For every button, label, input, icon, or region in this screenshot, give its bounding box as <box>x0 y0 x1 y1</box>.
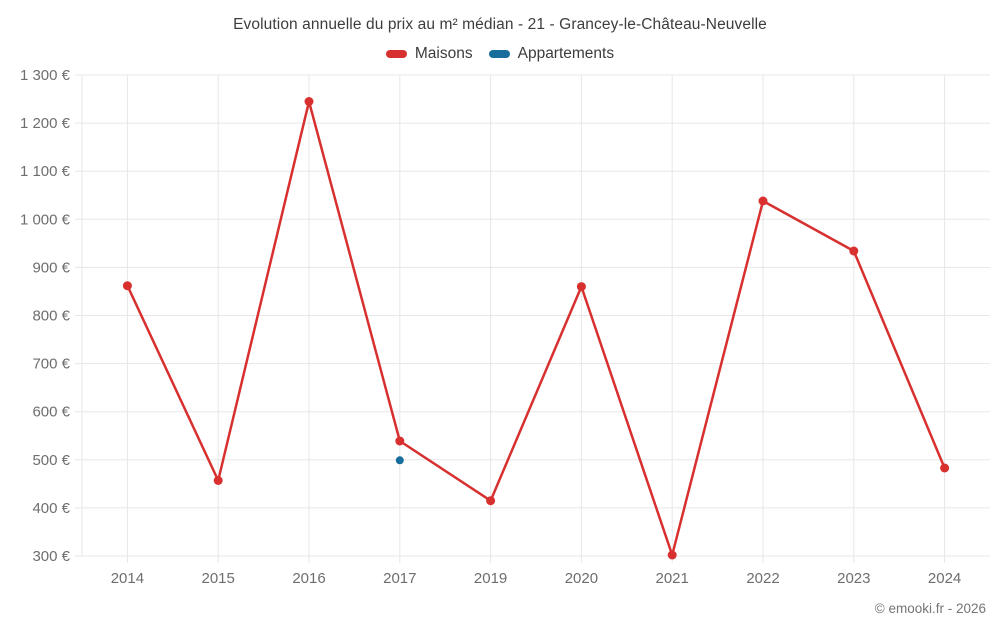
legend-item-appartements[interactable]: Appartements <box>488 45 615 63</box>
appartements-series-swatch-icon <box>488 50 510 58</box>
chart-legend: Maisons Appartements <box>0 45 1000 63</box>
svg-text:2014: 2014 <box>111 570 144 587</box>
svg-text:2017: 2017 <box>383 570 416 587</box>
copyright-credit: © emooki.fr - 2026 <box>874 601 986 616</box>
svg-text:700 €: 700 € <box>32 356 70 373</box>
legend-item-maisons[interactable]: Maisons <box>385 45 473 63</box>
svg-text:2024: 2024 <box>928 570 961 587</box>
svg-text:900 €: 900 € <box>32 259 70 276</box>
legend-label-maisons: Maisons <box>414 45 473 62</box>
svg-text:400 €: 400 € <box>32 500 70 517</box>
svg-text:2015: 2015 <box>202 570 235 587</box>
svg-text:1 200 €: 1 200 € <box>20 115 71 132</box>
svg-text:1 000 €: 1 000 € <box>20 211 71 228</box>
svg-text:500 €: 500 € <box>32 452 70 469</box>
svg-text:300 €: 300 € <box>32 548 70 565</box>
svg-text:2022: 2022 <box>746 570 779 587</box>
svg-text:1 300 €: 1 300 € <box>20 67 71 84</box>
maisons-series-swatch-icon <box>385 50 407 58</box>
svg-text:2016: 2016 <box>292 570 325 587</box>
svg-text:1 100 €: 1 100 € <box>20 163 71 180</box>
svg-text:600 €: 600 € <box>32 404 70 421</box>
svg-text:2023: 2023 <box>837 570 870 587</box>
svg-text:2019: 2019 <box>474 570 507 587</box>
svg-text:2021: 2021 <box>656 570 689 587</box>
legend-label-appartements: Appartements <box>517 45 615 62</box>
svg-text:800 €: 800 € <box>32 308 70 325</box>
svg-text:2020: 2020 <box>565 570 598 587</box>
chart-title: Evolution annuelle du prix au m² médian … <box>233 16 767 33</box>
